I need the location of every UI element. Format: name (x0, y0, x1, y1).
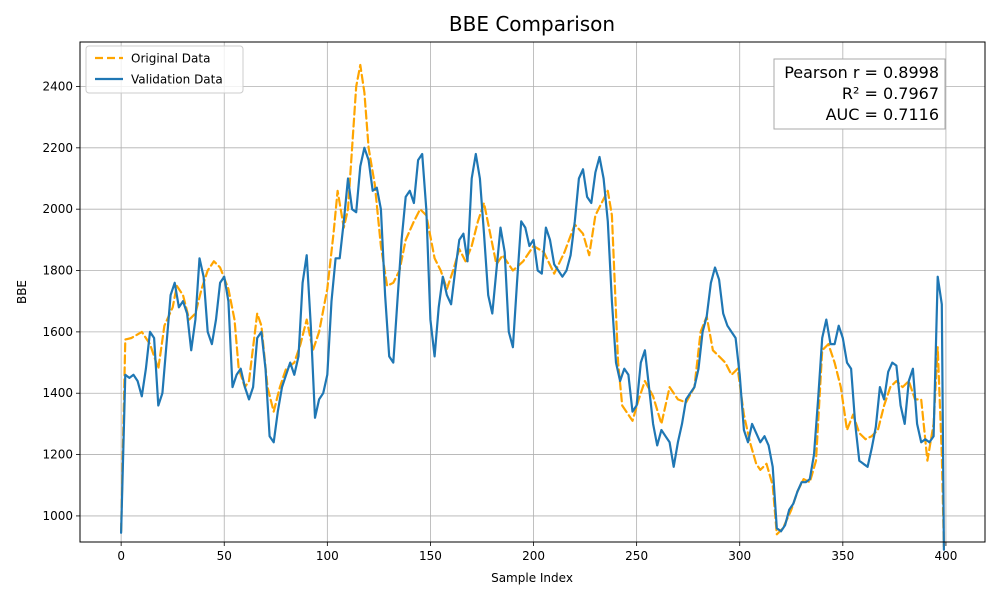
y-axis: 1000 1200 1400 1600 1800 2000 2200 2400 (42, 79, 80, 523)
legend: Original Data Validation Data (85, 45, 244, 94)
y-axis-label: BBE (15, 280, 29, 304)
series-line-original (119, 63, 946, 548)
legend-label-original: Original Data (131, 52, 210, 66)
plot-frame (79, 41, 986, 543)
x-tick-label: 350 (831, 549, 854, 563)
stats-r-squared: R² = 0.7967 (842, 84, 939, 103)
x-tick-label: 150 (419, 549, 442, 563)
y-tick-label: 2200 (42, 141, 73, 155)
y-tick-label: 1200 (42, 448, 73, 462)
chart-title: BBE Comparison (449, 12, 615, 36)
x-tick-label: 250 (625, 549, 648, 563)
x-tick-label: 100 (316, 549, 339, 563)
x-tick-label: 400 (934, 549, 957, 563)
series-line-validation (119, 146, 946, 551)
x-tick-label: 0 (117, 549, 125, 563)
y-tick-label: 1600 (42, 325, 73, 339)
series-layer (119, 63, 946, 551)
stats-auc: AUC = 0.7116 (826, 105, 939, 124)
x-tick-label: 300 (728, 549, 751, 563)
x-tick-label: 200 (522, 549, 545, 563)
stats-box-frame (773, 58, 946, 130)
stats-box: Pearson r = 0.8998 R² = 0.7967 AUC = 0.7… (773, 58, 946, 130)
y-tick-label: 1800 (42, 264, 73, 278)
y-tick-label: 2400 (42, 79, 73, 93)
stats-pearson: Pearson r = 0.8998 (784, 63, 939, 82)
y-tick-label: 1000 (42, 509, 73, 523)
legend-box (85, 45, 244, 94)
y-tick-label: 1400 (42, 386, 73, 400)
x-tick-label: 50 (217, 549, 232, 563)
x-axis-label: Sample Index (491, 571, 573, 585)
y-tick-label: 2000 (42, 202, 73, 216)
x-axis: 0 50 100 150 200 250 300 350 400 (117, 542, 957, 563)
legend-label-validation: Validation Data (131, 73, 223, 87)
